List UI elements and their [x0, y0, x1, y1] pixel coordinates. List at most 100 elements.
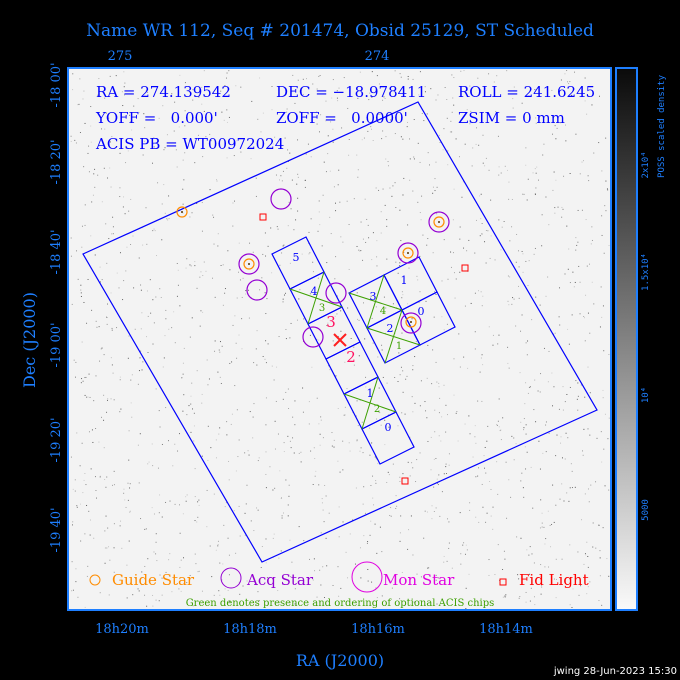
- noise-dot: [330, 121, 332, 123]
- noise-dot: [445, 463, 447, 465]
- noise-dot: [120, 408, 122, 410]
- noise-dot: [185, 500, 187, 502]
- noise-dot: [282, 398, 284, 400]
- noise-dot: [526, 199, 528, 201]
- noise-dot: [382, 376, 384, 378]
- noise-dot: [545, 421, 547, 423]
- noise-dot: [129, 483, 131, 485]
- noise-dot: [567, 437, 569, 439]
- noise-dot: [112, 226, 114, 228]
- noise-dot: [313, 447, 315, 449]
- noise-dot: [272, 537, 274, 539]
- noise-dot: [75, 142, 77, 144]
- noise-dot: [531, 553, 533, 555]
- colorbar-label: POSS scaled density: [657, 74, 667, 178]
- noise-dot: [322, 437, 324, 439]
- noise-dot: [448, 547, 450, 549]
- noise-dot: [374, 292, 376, 294]
- noise-dot: [515, 261, 517, 263]
- noise-dot: [606, 188, 608, 190]
- noise-dot: [302, 93, 304, 95]
- noise-dot: [300, 87, 302, 89]
- noise-dot: [274, 603, 276, 605]
- noise-dot: [182, 362, 184, 364]
- bottom-tick: 18h16m: [351, 622, 405, 637]
- noise-dot: [275, 400, 277, 402]
- noise-dot: [173, 311, 175, 313]
- noise-dot: [453, 394, 455, 396]
- noise-dot: [508, 304, 510, 306]
- noise-dot: [214, 340, 216, 342]
- noise-dot: [224, 506, 226, 508]
- noise-dot: [483, 455, 485, 457]
- noise-dot: [379, 526, 381, 528]
- noise-dot: [153, 322, 155, 324]
- noise-dot: [565, 432, 567, 434]
- noise-dot: [566, 225, 568, 227]
- noise-dot: [222, 563, 224, 565]
- noise-dot: [387, 471, 389, 473]
- noise-dot: [448, 542, 450, 544]
- noise-dot: [441, 280, 443, 282]
- noise-dot: [418, 301, 420, 303]
- noise-dot: [319, 444, 321, 446]
- noise-dot: [341, 127, 343, 129]
- noise-dot: [454, 297, 456, 299]
- noise-dot: [314, 458, 316, 460]
- noise-dot: [83, 479, 85, 481]
- noise-dot: [169, 500, 171, 502]
- noise-dot: [380, 424, 382, 426]
- noise-dot: [113, 547, 115, 549]
- noise-dot: [217, 233, 219, 235]
- noise-dot: [436, 603, 438, 605]
- noise-dot: [309, 293, 311, 295]
- noise-dot: [497, 493, 499, 495]
- noise-dot: [209, 189, 211, 191]
- noise-dot: [123, 492, 125, 494]
- noise-dot: [191, 212, 193, 214]
- noise-dot: [412, 78, 414, 80]
- noise-dot: [201, 103, 203, 105]
- noise-dot: [565, 124, 567, 126]
- noise-dot: [72, 73, 74, 75]
- noise-dot: [394, 133, 396, 135]
- noise-dot: [169, 553, 171, 555]
- noise-dot: [297, 197, 299, 199]
- noise-dot: [349, 533, 351, 535]
- noise-dot: [518, 266, 520, 268]
- noise-dot: [545, 295, 547, 297]
- noise-dot: [545, 538, 547, 540]
- noise-dot: [235, 552, 237, 554]
- noise-dot: [534, 194, 536, 196]
- noise-dot: [267, 343, 269, 345]
- noise-dot: [137, 588, 139, 590]
- noise-dot: [125, 506, 127, 508]
- noise-dot: [336, 295, 338, 297]
- noise-dot: [445, 431, 447, 433]
- noise-dot: [460, 70, 462, 72]
- noise-dot: [241, 296, 243, 298]
- noise-dot: [71, 590, 73, 592]
- noise-dot: [574, 486, 576, 488]
- noise-dot: [436, 213, 438, 215]
- noise-dot: [474, 425, 476, 427]
- noise-dot: [286, 108, 288, 110]
- noise-dot: [213, 243, 215, 245]
- noise-dot: [445, 473, 447, 475]
- noise-dot: [487, 425, 489, 427]
- noise-dot: [541, 245, 543, 247]
- noise-dot: [406, 375, 408, 377]
- noise-dot: [282, 298, 284, 300]
- noise-dot: [293, 452, 295, 454]
- noise-dot: [86, 322, 88, 324]
- noise-dot: [443, 239, 445, 241]
- noise-dot: [201, 393, 203, 395]
- noise-dot: [309, 252, 311, 254]
- noise-dot: [308, 231, 310, 233]
- noise-dot: [367, 130, 369, 132]
- noise-dot: [382, 188, 384, 190]
- noise-dot: [516, 233, 518, 235]
- noise-dot: [380, 232, 382, 234]
- legend-fid-light: Fid Light: [519, 571, 589, 589]
- noise-dot: [240, 86, 242, 88]
